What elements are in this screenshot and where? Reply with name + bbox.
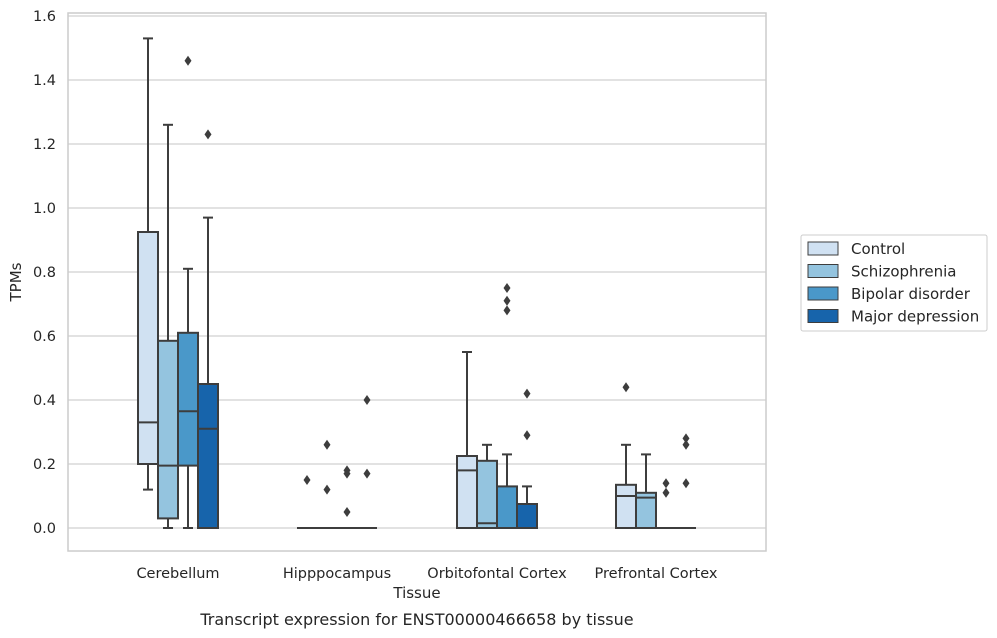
legend-label: Schizophrenia [851,263,956,281]
plot-frame [67,12,767,552]
x-axis-label: Tissue [392,584,440,602]
y-tick-label: 1.4 [33,73,56,89]
x-tick-label: Cerebellum [136,566,219,582]
outlier-point [323,484,331,495]
legend-swatch [807,286,839,301]
legend-swatch [807,309,839,323]
box-body [615,483,637,529]
legend-label: Control [851,240,905,258]
y-tick-label: 0.2 [33,457,56,473]
legend-swatch [807,264,839,278]
outlier-point [523,430,531,441]
y-tick-label: 0.8 [33,265,56,281]
legend-label: Bipolar disorder [851,285,971,303]
box-major-depression [516,485,538,529]
box-control [456,351,478,529]
outlier-point [343,507,351,517]
outlier-point [662,478,670,489]
box-body [635,491,657,529]
outlier-point [503,283,511,293]
legend-label: Major depression [851,308,979,326]
outlier-point [503,305,511,316]
outlier-point [503,295,511,306]
legend: Control Schizophrenia Bipolar disorder Majo… [800,234,988,332]
outlier-point [303,475,311,485]
box-body [496,485,518,529]
box-bipolar-disorder [177,267,199,529]
y-tick-label: 1.6 [33,9,56,25]
y-tick-labels: 0.0 0.2 0.4 0.6 0.8 1.0 1.2 1.4 1.6 [33,9,56,537]
y-tick-label: 0.4 [33,393,56,409]
box-body [137,231,159,465]
outlier-point [682,478,690,489]
x-tick-label: Orbitofontal Cortex [427,566,567,582]
boxes [137,37,696,529]
box-control [615,443,637,529]
outlier-point [523,388,531,399]
x-tick-label: Hipppocampus [283,566,391,582]
box-schizophrenia [476,443,498,529]
y-tick-label: 1.2 [33,137,56,153]
box-control [137,37,159,491]
outlier-point [363,468,371,479]
box-body [516,503,538,529]
box-body [456,455,478,529]
box-bipolar-disorder [496,453,518,529]
y-tick-label: 0.6 [33,329,56,345]
box-schizophrenia [635,453,657,529]
legend-frame [800,234,988,332]
box-major-depression [197,216,219,529]
y-tick-label: 0.0 [33,521,56,537]
chart-caption: Transcript expression for ENST0000046665… [199,610,633,629]
box-schizophrenia [157,123,179,529]
box-body [177,331,199,467]
outlier-point [662,487,670,498]
y-tick-label: 1.0 [33,201,56,217]
legend-swatch [807,241,839,256]
y-axis-label: TPMs [7,262,25,302]
outliers [184,55,690,517]
outlier-point [204,129,212,140]
outlier-point [622,382,630,393]
outlier-point [184,55,192,66]
box-body [157,339,179,520]
x-tick-labels: Cerebellum Hipppocampus Orbitofontal Corte… [136,566,717,582]
outlier-point [323,439,331,450]
outlier-point [343,465,351,476]
outlier-point [682,439,690,450]
outlier-point [682,433,690,444]
box-body [197,383,219,529]
outlier-point [363,395,371,405]
x-tick-label: Prefrontal Cortex [595,566,718,582]
box-body [476,459,498,529]
